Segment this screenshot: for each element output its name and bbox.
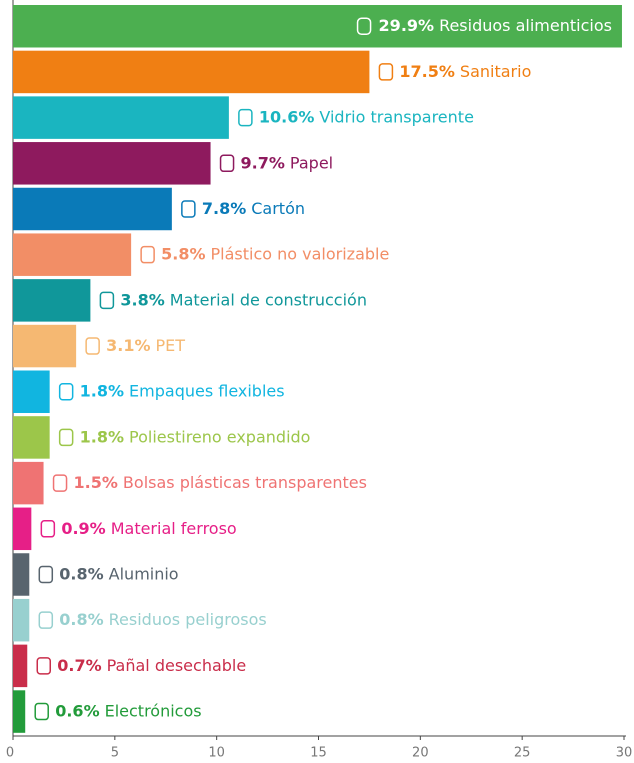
icon — [58, 382, 74, 401]
bar — [13, 5, 622, 48]
bar — [13, 233, 132, 276]
bar-label: 17.5% Sanitario — [399, 61, 531, 80]
x-tick-label: 20 — [412, 746, 429, 761]
category-label: Sanitario — [460, 61, 531, 80]
value-label: 1.8% — [80, 427, 124, 446]
icon — [38, 565, 54, 584]
category-label: Material ferroso — [111, 518, 237, 537]
bar-label: 0.9% Material ferroso — [61, 518, 236, 537]
bar-label: 0.8% Residuos peligrosos — [59, 610, 266, 629]
icon — [40, 520, 56, 538]
value-label: 3.8% — [120, 290, 164, 309]
value-label: 17.5% — [399, 61, 455, 80]
category-label: Electrónicos — [105, 701, 202, 720]
category-label: Pañal desechable — [107, 655, 247, 674]
bar — [13, 50, 370, 94]
icon — [38, 611, 54, 629]
category-label: Bolsas plásticas transparentes — [123, 473, 367, 492]
x-tick-label: 25 — [514, 746, 531, 761]
category-label: Vidrio transparente — [319, 107, 474, 126]
bar-label: 9.7% Papel — [241, 153, 334, 172]
value-label: 0.8% — [59, 610, 103, 629]
icon — [58, 428, 74, 447]
bar — [13, 598, 30, 642]
bar-label: 5.8% Plástico no valorizable — [161, 244, 389, 263]
bar-label: 0.8% Aluminio — [59, 564, 178, 583]
bar-label: 0.6% Electrónicos — [55, 701, 201, 720]
icon — [219, 154, 235, 173]
x-tick-label: 0 — [6, 746, 14, 761]
bar-label: 1.5% Bolsas plásticas transparentes — [74, 473, 367, 492]
x-tick-label: 10 — [208, 746, 225, 761]
bar-label: 3.1% PET — [106, 336, 185, 355]
bar — [13, 644, 28, 688]
icon — [36, 657, 52, 675]
value-label: 0.7% — [57, 655, 101, 674]
bar-label: 10.6% Vidrio transparente — [259, 107, 474, 126]
value-label: 3.1% — [106, 336, 150, 355]
category-label: Cartón — [251, 198, 305, 217]
value-label: 10.6% — [259, 107, 315, 126]
value-label: 7.8% — [202, 198, 246, 217]
value-label: 0.9% — [61, 518, 105, 537]
icon — [378, 63, 394, 81]
value-label: 0.6% — [55, 701, 99, 720]
bar — [13, 96, 229, 139]
bar — [13, 142, 211, 185]
bar — [13, 279, 91, 322]
category-label: Plástico no valorizable — [211, 244, 390, 263]
category-label: Residuos peligrosos — [109, 610, 267, 629]
bar-label: 1.8% Empaques flexibles — [80, 381, 285, 400]
category-label: PET — [156, 336, 186, 355]
x-tick-label: 15 — [310, 746, 327, 761]
icon — [181, 200, 196, 218]
category-label: Residuos alimenticios — [439, 16, 612, 35]
bar — [13, 370, 50, 413]
bar-label: 7.8% Cartón — [202, 198, 305, 217]
bar-label: 29.9% Residuos alimenticios — [379, 16, 612, 35]
icon — [140, 245, 155, 264]
value-label: 9.7% — [241, 153, 285, 172]
value-label: 5.8% — [161, 244, 205, 263]
icon — [52, 474, 68, 492]
x-tick-label: 30 — [616, 746, 633, 761]
bar — [13, 553, 30, 596]
bar — [13, 507, 32, 551]
bar-label: 3.8% Material de construcción — [120, 290, 367, 309]
bar — [13, 324, 77, 368]
bar — [13, 461, 44, 505]
icon — [356, 17, 372, 35]
value-label: 29.9% — [379, 16, 435, 35]
bar-label: 0.7% Pañal desechable — [57, 655, 246, 674]
bar — [13, 690, 26, 733]
category-label: Empaques flexibles — [129, 381, 285, 400]
icon — [99, 291, 115, 310]
icon — [85, 337, 100, 355]
x-tick-label: 5 — [111, 746, 119, 761]
category-label: Papel — [290, 153, 333, 172]
category-label: Material de construcción — [170, 290, 367, 309]
icon — [238, 108, 253, 127]
value-label: 1.5% — [74, 473, 118, 492]
value-label: 1.8% — [80, 381, 124, 400]
bar — [13, 187, 172, 231]
value-label: 0.8% — [59, 564, 103, 583]
bar-label: 1.8% Poliestireno expandido — [80, 427, 311, 446]
category-label: Poliestireno expandido — [129, 427, 310, 446]
icon — [34, 702, 49, 721]
category-label: Aluminio — [109, 564, 179, 583]
bar — [13, 416, 50, 459]
